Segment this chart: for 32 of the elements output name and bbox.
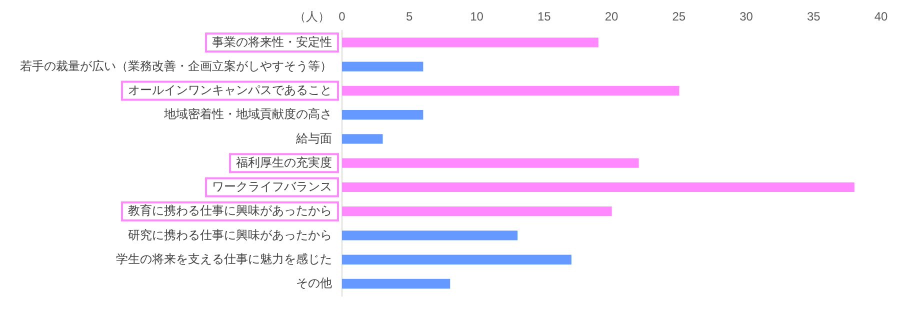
x-tick-label: 30	[740, 10, 754, 24]
bar	[342, 206, 612, 216]
bar	[342, 62, 424, 72]
bar	[342, 86, 680, 96]
x-tick-label: 5	[406, 10, 414, 24]
bar	[342, 182, 854, 192]
y-tick-label: 地域密着性・地域貢献度の高さ	[163, 107, 332, 122]
y-tick-label: ワークライフバランス	[212, 180, 332, 194]
y-tick-label: 事業の将来性・安定性	[212, 34, 332, 49]
y-tick-label: 福利厚生の充実度	[236, 155, 332, 170]
x-tick-label: 40	[874, 10, 888, 24]
y-tick-label: その他	[296, 276, 332, 290]
x-tick-label: 0	[338, 10, 346, 24]
y-tick-label: 教育に携わる仕事に興味があったから	[128, 204, 332, 218]
y-tick-label: 若手の裁量が広い（業務改善・企画立案がしやすそう等）	[20, 58, 332, 73]
x-axis-title: （人）	[294, 10, 330, 24]
bar	[342, 278, 450, 289]
x-tick-label: 10	[470, 10, 484, 24]
bar	[342, 230, 518, 240]
x-tick-label: 15	[537, 10, 552, 24]
y-tick-label: 学生の将来を支える仕事に魅力を感じた	[116, 252, 332, 266]
y-tick-label: オールインワンキャンパスであること	[128, 83, 332, 98]
x-tick-label: 20	[604, 10, 618, 24]
bar	[342, 134, 383, 144]
x-tick-label: 35	[806, 10, 821, 24]
y-tick-label: 研究に携わる仕事に興味があったから	[128, 228, 332, 242]
bar	[342, 110, 424, 120]
bar	[342, 38, 598, 48]
x-tick-label: 25	[672, 10, 686, 24]
bar	[342, 158, 639, 168]
y-tick-label: 給与面	[295, 131, 332, 146]
bar	[342, 254, 572, 264]
